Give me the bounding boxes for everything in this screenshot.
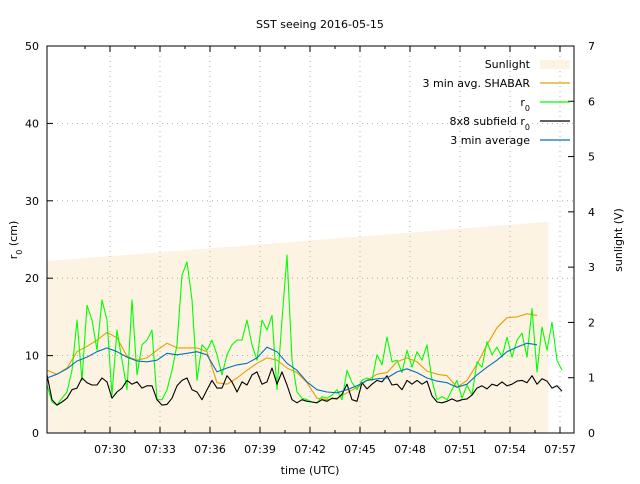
y2-tick-label: 5 [588, 151, 595, 164]
chart-title: SST seeing 2016-05-15 [256, 18, 384, 31]
legend-label-subscript: 0 [525, 104, 530, 113]
y-tick-label: 10 [25, 350, 39, 363]
legend-label: r0 [520, 96, 530, 113]
x-tick-label: 07:48 [394, 443, 426, 456]
y2-axis-label: sunlight (V) [612, 208, 625, 272]
y-tick-label: 0 [32, 427, 39, 440]
legend-label-text: 3 min avg. SHABAR [423, 77, 531, 90]
y-tick-label: 40 [25, 117, 39, 130]
x-tick-label: 07:54 [494, 443, 526, 456]
y2-tick-label: 2 [588, 316, 595, 329]
legend-label-text: Sunlight [485, 58, 531, 71]
y2-tick-label: 1 [588, 372, 595, 385]
legend-swatch-sunlight [540, 60, 570, 69]
series-line-r0 [46, 254, 563, 406]
y-tick-label: 30 [25, 195, 39, 208]
y-tick-label: 50 [25, 40, 39, 53]
y2-tick-label: 4 [588, 206, 595, 219]
y2-tick-label: 6 [588, 95, 595, 108]
series-line-8x8-subfield-r0 [46, 367, 563, 406]
x-axis-label: time (UTC) [281, 464, 340, 477]
legend-label-text: r [520, 96, 525, 109]
y2-tick-label: 7 [588, 40, 595, 53]
x-tick-label: 07:57 [544, 443, 576, 456]
x-tick-label: 07:30 [94, 443, 126, 456]
sunlight-area [47, 221, 549, 433]
series-layer [46, 254, 563, 406]
y2-tick-label: 0 [588, 427, 595, 440]
legend-label: 3 min avg. SHABAR [423, 77, 531, 90]
y2-tick-label: 3 [588, 261, 595, 274]
legend-label: Sunlight [485, 58, 531, 71]
y-axis-label: r0 (cm) [7, 221, 24, 259]
legend-label: 3 min average [450, 134, 530, 147]
sunlight-area-layer [47, 221, 549, 433]
legend-label-text: 3 min average [450, 134, 530, 147]
legend-label-text: 8x8 subfield r [449, 115, 525, 128]
x-tick-label: 07:33 [144, 443, 176, 456]
x-tick-label: 07:36 [194, 443, 226, 456]
axis-ticks: 07:30 07:33 07:36 07:39 07:42 07:45 07:48 07:51… [25, 40, 595, 456]
x-tick-label: 07:45 [344, 443, 376, 456]
x-tick-label: 07:51 [444, 443, 476, 456]
legend-label-subscript: 0 [525, 123, 530, 132]
x-tick-label: 07:42 [294, 443, 326, 456]
x-tick-label: 07:39 [244, 443, 276, 456]
y-tick-label: 20 [25, 272, 39, 285]
series-line-3-min-average [46, 342, 538, 394]
legend-label: 8x8 subfield r0 [449, 115, 530, 132]
